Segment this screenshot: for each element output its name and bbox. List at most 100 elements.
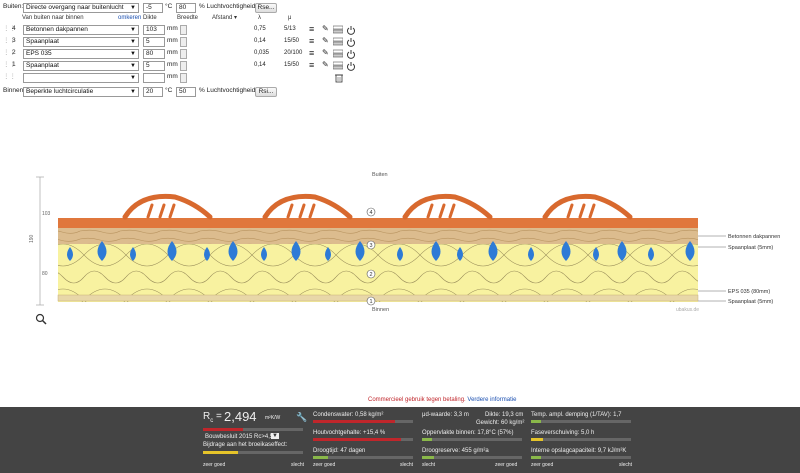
layer-material-select[interactable]: Spaanplaat ▼ [23,61,139,71]
condensation-drop [130,247,136,261]
norm-dropdown[interactable]: ▼ [271,433,279,439]
reserve-bar-fill [422,456,434,459]
edit-icon[interactable]: ✎ [322,36,329,45]
tav-bar-fill [531,420,541,423]
layer-material-select[interactable]: Betonnen dakpannen ▼ [23,25,139,35]
houtvocht-bar [313,438,413,441]
reserve-bad: slecht [422,462,436,468]
tile-hook [542,193,633,220]
condens-bar [313,420,413,423]
buiten-temp-input[interactable]: -5 [143,3,163,13]
spaanplaat-bottom-layer [57,294,699,302]
condensation-drop [291,241,301,261]
tile-nib [566,203,574,219]
rc-unit: m²K/W [265,415,281,421]
right-label-spaanplaat-top: Spaanplaat (5mm) [728,245,773,251]
marker-2: 2 [369,272,372,278]
wrench-icon[interactable]: 🔧 [296,412,308,422]
layer-thickness-input[interactable]: 5 [143,37,165,47]
power-icon[interactable] [346,61,356,71]
menu-icon[interactable]: ≡ [309,48,315,58]
condensation-drop [617,241,627,261]
greenhouse-bar [203,451,303,454]
distance-header[interactable]: Afstand ▾ [212,15,238,21]
right-label-tiles: Betonnen dakpannen [728,234,780,240]
marker-3: 3 [369,243,372,249]
reserve-bar [422,456,522,459]
binnen-select[interactable]: Beperkte luchtcirculatie ▼ [23,87,139,97]
more-info-link[interactable]: Verdere informatie [467,397,517,403]
layer-type-icon[interactable] [333,25,343,35]
zoom-icon[interactable] [35,313,47,325]
tile-nib [426,203,434,219]
layer-thickness-input[interactable]: 103 [143,25,165,35]
drag-handle-icon[interactable]: ⋮⋮ [3,61,16,68]
scale-label-bottom: 80 [42,271,48,277]
marker-1: 1 [369,299,372,305]
commercial-notice: Commercieel gebruik tegen betaling. Verd… [368,395,516,405]
binnen-rh-input[interactable]: 50 [176,87,196,97]
tile-nib [168,203,176,219]
rc-value: 2,494 [224,409,257,424]
layer-type-icon[interactable] [333,61,343,71]
reverse-link[interactable]: omkeren [118,15,142,21]
rsi-button[interactable]: Rsi... [255,87,277,97]
edit-icon[interactable]: ✎ [322,48,329,57]
edit-icon[interactable]: ✎ [322,24,329,33]
power-icon[interactable] [346,49,356,59]
layer-mu: 15/50 [284,62,300,68]
layer-material-select[interactable]: Spaanplaat ▼ [23,37,139,47]
layer-thickness-unit: mm [167,25,178,32]
layer-lambda: 0,14 [254,38,266,44]
drag-handle-icon[interactable]: ⋮⋮ [3,73,16,80]
sd-text: μd-waarde: 3,3 m [422,412,469,418]
buiten-rh-unit: % Luchtvochtigheid [199,3,256,10]
droogtijd-bar-fill [313,456,328,459]
eps-layer [58,244,698,302]
menu-icon[interactable]: ≡ [309,60,315,70]
layer-thickness-input[interactable]: 5 [143,61,165,71]
opslag-bar [531,456,631,459]
layer-thickness-input[interactable]: 80 [143,49,165,59]
binnen-diagram-label: Binnen [372,307,389,313]
menu-icon[interactable]: ≡ [309,36,315,46]
drag-handle-icon[interactable]: ⋮⋮ [3,49,16,56]
fase-bar [531,438,631,441]
trash-icon[interactable] [334,73,344,83]
watermark: ubakus.de [676,307,699,313]
droogtijd-text: Droogtijd: 47 dagen [313,448,366,454]
thickness-header: Dikte [143,15,157,21]
buiten-select[interactable]: Directe overgang naar buitenlucht ▼ [23,3,139,13]
buiten-rh-input[interactable]: 80 [176,3,196,13]
tile-nib [448,203,456,219]
rse-button[interactable]: Rse... [255,3,277,13]
layer-thickness-input[interactable] [143,73,165,83]
condensation-drop [67,247,73,261]
layer-number: 1 [12,61,16,68]
edit-icon[interactable]: ✎ [322,60,329,69]
binnen-label: Binnen: [3,87,26,94]
tile-nib [158,203,166,219]
drag-handle-icon[interactable]: ⋮⋮ [3,25,16,32]
power-icon[interactable] [346,37,356,47]
layer-material-select[interactable]: ▼ [23,73,139,83]
condens-bar-fill [313,420,395,423]
width-stepper[interactable] [180,49,187,59]
binnen-temp-input[interactable]: 20 [143,87,163,97]
layer-type-icon[interactable] [333,49,343,59]
width-stepper[interactable] [180,37,187,47]
tile-nib [286,203,294,219]
width-stepper[interactable] [180,25,187,35]
layer-lambda: 0,75 [254,26,266,32]
menu-icon[interactable]: ≡ [309,24,315,34]
layer-type-icon[interactable] [333,37,343,47]
drag-handle-icon[interactable]: ⋮⋮ [3,37,16,44]
power-icon[interactable] [346,25,356,35]
width-stepper[interactable] [180,61,187,71]
tile-nib [438,203,446,219]
condensation-drop [167,241,177,261]
width-stepper[interactable] [180,73,187,83]
condensation-drop [561,241,571,261]
layer-material-select[interactable]: EPS 035 ▼ [23,49,139,59]
weight-text: Gewicht: 60 kg/m² [476,420,525,426]
